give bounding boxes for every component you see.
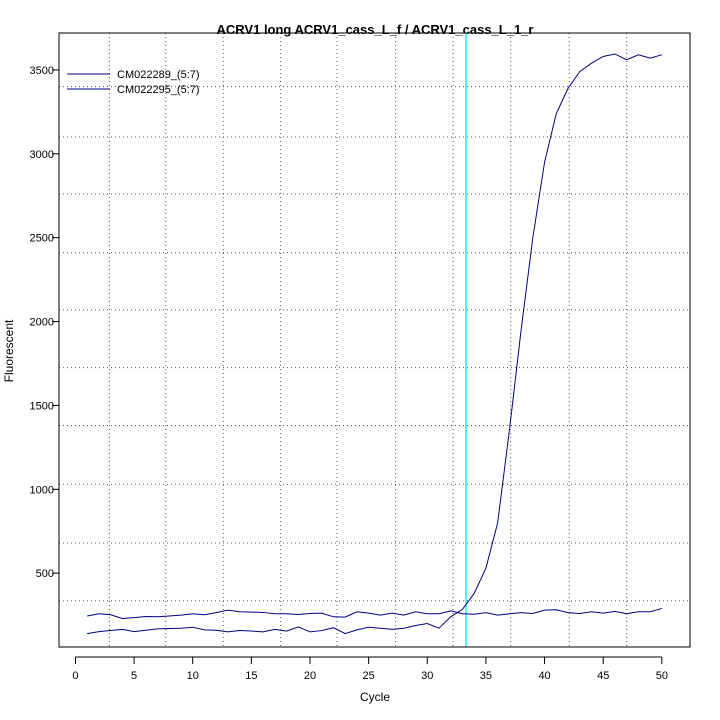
y-tick-label: 3500 <box>30 65 54 77</box>
y-tick-label: 1500 <box>30 400 54 412</box>
x-tick-label: 20 <box>304 670 316 682</box>
y-tick-label: 3000 <box>30 149 54 161</box>
x-tick-label: 10 <box>187 670 199 682</box>
x-tick-label: 25 <box>363 670 375 682</box>
legend-label: CM022295_(5:7) <box>117 84 200 96</box>
x-tick-label: 5 <box>131 670 137 682</box>
y-axis: 500 1000 1500 2000 2500 3000 3500 <box>30 65 60 580</box>
x-tick-label: 35 <box>480 670 492 682</box>
y-tick-label: 1000 <box>30 484 54 496</box>
y-tick-label: 2000 <box>30 317 54 329</box>
y-axis-label: Fluorescent <box>2 319 16 382</box>
series-line-1 <box>87 607 662 619</box>
x-tick-label: 50 <box>656 670 668 682</box>
y-tick-label: 2500 <box>30 233 54 245</box>
x-tick-label: 45 <box>597 670 609 682</box>
legend: CM022289_(5:7) CM022295_(5:7) <box>67 69 200 96</box>
x-axis-label: Cycle <box>360 690 390 704</box>
y-tick-label: 500 <box>36 568 54 580</box>
x-tick-label: 30 <box>421 670 433 682</box>
x-axis: 0 5 10 15 20 25 30 35 40 45 50 <box>72 656 668 682</box>
x-tick-label: 0 <box>72 670 78 682</box>
legend-label: CM022289_(5:7) <box>117 69 200 81</box>
series-group <box>87 53 662 635</box>
x-tick-label: 15 <box>245 670 257 682</box>
x-tick-label: 40 <box>538 670 550 682</box>
series-line-2 <box>87 53 662 635</box>
chart-title: ACRV1 long ACRV1_cass_L_f / ACRV1_cass_L… <box>217 22 534 37</box>
